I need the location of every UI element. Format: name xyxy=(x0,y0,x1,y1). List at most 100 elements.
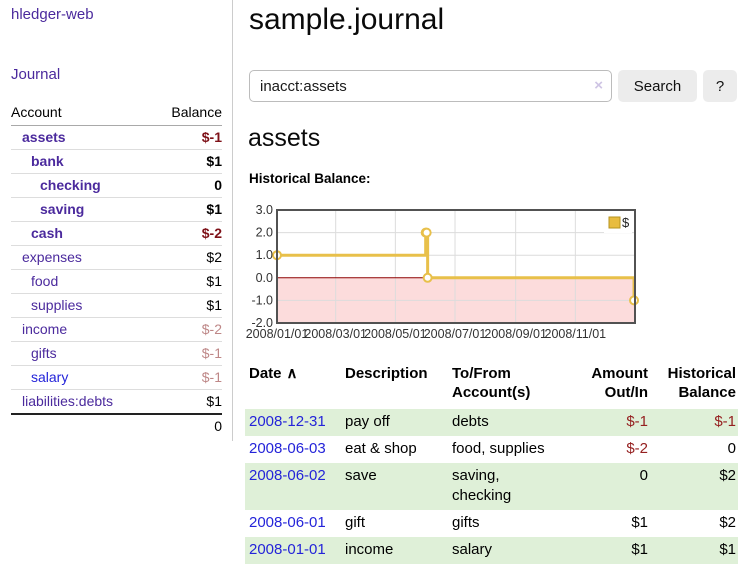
data-point xyxy=(422,272,433,283)
account-balance: $2 xyxy=(152,245,222,270)
account-balance: $-1 xyxy=(152,125,222,150)
chart-title: Historical Balance: xyxy=(249,171,371,186)
date-link[interactable]: 2008-06-02 xyxy=(249,467,326,484)
amount-cell: $-2 xyxy=(626,440,648,457)
account-row: expenses $2 xyxy=(11,245,222,270)
account-balance: $1 xyxy=(152,197,222,222)
clear-search-icon[interactable]: × xyxy=(594,77,603,94)
date-column-header[interactable]: Date ∧ xyxy=(249,365,298,382)
account-balance: $-1 xyxy=(152,341,222,366)
table-row: 2008-06-03 eat & shop food, supplies $-2 0 xyxy=(245,436,738,463)
x-tick-label: 2008/07/01 xyxy=(424,327,487,341)
table-row: 2008-06-01 gift gifts $1 $2 xyxy=(245,510,738,537)
accounts-header-row: Account Balance xyxy=(11,101,222,126)
x-tick-label: 2008/05/01 xyxy=(364,327,427,341)
date-link[interactable]: 2008-12-31 xyxy=(249,413,326,430)
balance-cell: $1 xyxy=(719,541,736,558)
account-link[interactable]: gifts xyxy=(31,345,57,361)
account-row: supplies $1 xyxy=(11,293,222,318)
account-row: gifts $-1 xyxy=(11,341,222,366)
balance-column-header: Balance xyxy=(152,101,222,126)
chart-canvas: $3.0 2.0 1.0 0.0 -1.0 -2.02008/01/012008/03/0… xyxy=(246,203,640,341)
account-balance: $-2 xyxy=(152,221,222,246)
plot-border xyxy=(276,209,636,324)
sidebar: hledger-web Journal Account Balance asse… xyxy=(0,0,233,441)
account-row: bank $1 xyxy=(11,149,222,174)
amount-cell: $-1 xyxy=(626,413,648,430)
account-row: food $1 xyxy=(11,269,222,294)
account-link[interactable]: income xyxy=(22,321,68,337)
balance-column-header: Historical Balance xyxy=(667,365,736,401)
account-row: income $-2 xyxy=(11,317,222,342)
account-link[interactable]: checking xyxy=(40,177,101,193)
y-tick-label: -2.0 xyxy=(251,316,273,330)
account-column-header: Account xyxy=(11,101,153,126)
x-tick-label: 2008/03/01 xyxy=(304,327,367,341)
account-link[interactable]: expenses xyxy=(22,249,82,265)
register-header-row: Date ∧ Description To/From Account(s) Amo… xyxy=(245,362,738,409)
account-row: checking 0 xyxy=(11,173,222,198)
spacer xyxy=(11,413,153,438)
amount-column-header: Amount Out/In xyxy=(591,365,648,401)
table-row: 2008-06-02 save saving, checking 0 $2 xyxy=(245,463,738,510)
description-cell: pay off xyxy=(345,413,390,430)
account-heading: assets xyxy=(248,124,321,152)
y-tick-label: -1.0 xyxy=(251,293,273,307)
account-balance: $1 xyxy=(152,269,222,294)
x-tick-label: 2008/01/01 xyxy=(246,327,309,341)
date-link[interactable]: 2008-06-01 xyxy=(249,514,326,531)
sidebar-nav: Journal xyxy=(11,23,222,84)
sort-ascending-icon: ∧ xyxy=(286,365,298,382)
account-row: salary $-1 xyxy=(11,365,222,390)
search-input[interactable] xyxy=(249,70,612,102)
table-row: 2008-12-31 pay off debts $-1 $-1 xyxy=(245,409,738,436)
y-tick-label: 0.0 xyxy=(256,271,273,285)
balance-cell: $2 xyxy=(719,467,736,484)
sidebar-item-journal[interactable]: Journal xyxy=(11,66,61,83)
description-cell: save xyxy=(345,467,377,484)
historical-balance-chart: $3.0 2.0 1.0 0.0 -1.0 -2.0 2008/01/01 2008/03/0… xyxy=(242,203,644,343)
search-button[interactable]: Search xyxy=(618,70,697,102)
description-cell: income xyxy=(345,541,394,558)
date-link[interactable]: 2008-06-03 xyxy=(249,440,326,457)
balance-cell: 0 xyxy=(727,440,736,457)
amount-cell: $1 xyxy=(631,514,648,531)
description-column-header: Description xyxy=(345,365,428,382)
account-balance: $-1 xyxy=(152,365,222,390)
legend-swatch xyxy=(608,216,621,229)
accounts-table: Account Balance assets $-1 bank $1 checking 0… xyxy=(11,101,222,438)
amount-cell: 0 xyxy=(639,467,648,484)
account-link[interactable]: food xyxy=(31,273,59,289)
account-link[interactable]: salary xyxy=(31,369,69,385)
account-link[interactable]: cash xyxy=(31,225,63,241)
account-link[interactable]: saving xyxy=(40,201,85,217)
accounts-cell: food, supplies xyxy=(452,440,545,457)
description-cell: eat & shop xyxy=(345,440,417,457)
account-row: assets $-1 xyxy=(11,125,222,150)
account-link[interactable]: supplies xyxy=(31,297,83,313)
accounts-cell: saving, checking xyxy=(452,467,512,504)
account-link[interactable]: liabilities:debts xyxy=(22,393,114,409)
account-balance: $-2 xyxy=(152,317,222,342)
y-tick-label: 1.0 xyxy=(256,248,273,262)
balance-cell: $-1 xyxy=(714,413,736,430)
account-balance: $1 xyxy=(152,389,222,415)
account-row: cash $-2 xyxy=(11,221,222,246)
tofrom-column-header: To/From Account(s) xyxy=(452,365,531,401)
account-row: saving $1 xyxy=(11,197,222,222)
accounts-cell: salary xyxy=(452,541,493,558)
x-tick-label: 2008/09/01 xyxy=(484,327,547,341)
register-table: Date ∧ Description To/From Account(s) Amo… xyxy=(245,362,738,564)
search-form: × Search ? xyxy=(249,70,738,102)
accounts-total-row: 0 xyxy=(11,413,222,438)
account-row: liabilities:debts $1 xyxy=(11,389,222,415)
date-link[interactable]: 2008-01-01 xyxy=(249,541,326,558)
x-tick-label: 2008/11/01 xyxy=(545,327,607,341)
help-button[interactable]: ? xyxy=(703,70,737,102)
account-link[interactable]: assets xyxy=(22,129,66,145)
legend-label: $ xyxy=(622,215,630,230)
accounts-cell: debts xyxy=(452,413,489,430)
description-cell: gift xyxy=(345,514,366,531)
account-link[interactable]: bank xyxy=(31,153,64,169)
